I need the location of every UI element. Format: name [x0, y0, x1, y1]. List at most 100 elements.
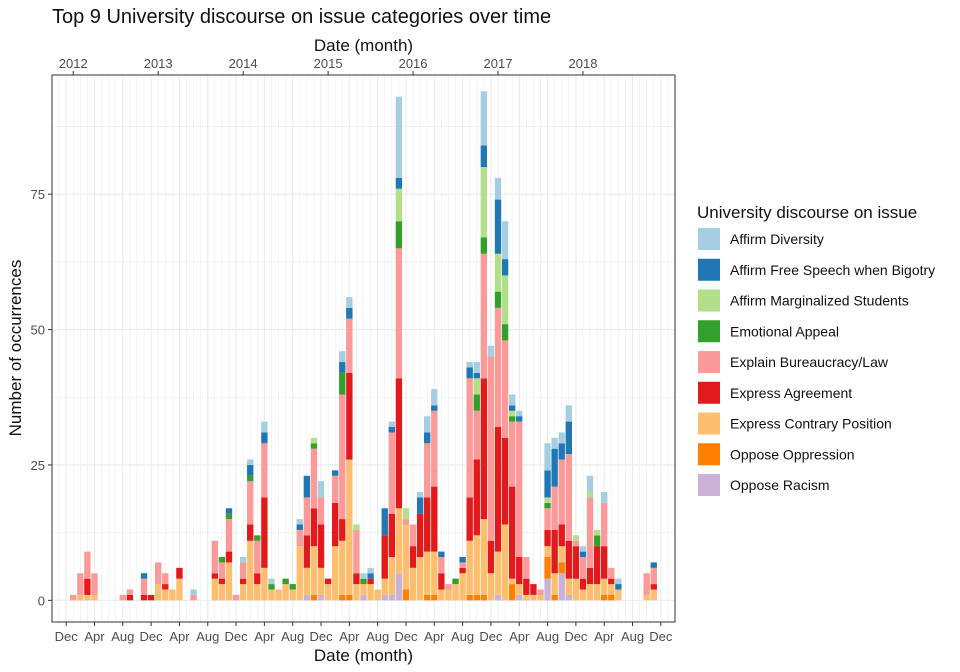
bar-segment: 2014-03 Express Agreement: 2 [254, 573, 261, 585]
bar-segment: 2017-10 Explain Bureaucracy/Law: 12 [558, 459, 565, 525]
bar-segment: 2015-03 Express Agreement: 4 [339, 519, 346, 541]
bar-segment: 2017-01 Affirm Free Speech when Bigotry:… [494, 199, 502, 254]
top-x-tick-label: 2016 [399, 56, 428, 71]
bar-segment: 2014-12 Express Agreement: 8 [317, 524, 325, 568]
bar-segment: 2017-11 Express Agreement: 7 [565, 540, 572, 579]
y-tick-label: 75 [31, 187, 45, 202]
bar-segment: 2016-02 Affirm Free Speech when Bigotry:… [416, 497, 424, 514]
bar-segment: 2015-09 Express Agreement: 8 [381, 535, 388, 579]
bar-segment: 2016-10 Explain Bureaucracy/Law: 9 [473, 410, 480, 460]
legend-label: Affirm Free Speech when Bigotry [730, 262, 935, 278]
bar-segment: 2015-12 Express Contrary Position: 12 [402, 524, 410, 590]
bar-segment: 2016-11 Affirm Diversity: 10 [480, 91, 488, 146]
bar-segment: 2015-04 Explain Bureaucracy/Law: 10 [346, 318, 353, 373]
bar-segment: 2014-09 Explain Bureaucracy/Law: 3 [296, 529, 303, 547]
x-tick-label: Aug [536, 629, 559, 644]
bar-segment: 2013-10 Explain Bureaucracy/Law: 3 [218, 562, 226, 579]
bar-segment: 2015-06 Affirm Diversity: 1 [360, 573, 367, 579]
bar-segment: 2016-11 Explain Bureaucracy/Law: 23 [480, 253, 488, 379]
bar-segment: 2015-04 Express Agreement: 16 [346, 372, 353, 460]
plot-panel: 2012-01 Explain Bureaucracy/Law: 12012-0… [51, 74, 676, 623]
bar-segment: 2017-08 Affirm Free Speech when Bigotry:… [544, 470, 551, 498]
bar-segment: 2013-11 Express Contrary Position: 7 [225, 562, 233, 601]
bar-segment: 2016-10 Affirm Free Speech when Bigotry:… [473, 372, 480, 379]
y-tick-label: 50 [31, 323, 45, 338]
bar-segment: 2015-04 Affirm Diversity: 2 [346, 297, 353, 308]
bar-segment: 2015-03 Emotional Appeal: 4 [339, 372, 346, 395]
bar-segment: 2015-07 Affirm Diversity: 1 [367, 567, 374, 574]
bar-segment: 2017-08 Express Contrary Position: 2 [544, 546, 551, 558]
bar-segment: 2016-01 Explain Bureaucracy/Law: 4 [409, 524, 417, 547]
plot-border [51, 74, 676, 623]
legend-label: Oppose Racism [730, 477, 830, 493]
bar-segment: 2017-09 Express Contrary Position: 4 [551, 573, 558, 595]
bar-segment: 2016-02 Affirm Diversity: 1 [416, 492, 424, 498]
bar-segment: 2018-01 Affirm Free Speech when Bigotry:… [579, 551, 587, 558]
bar-segment: 2015-05 Express Contrary Position: 3 [353, 584, 360, 601]
bar-segment: 2018-11 Affirm Free Speech when Bigotry:… [650, 562, 657, 568]
bar-segment: 2015-09 Affirm Free Speech when Bigotry:… [381, 508, 388, 536]
x-tick-label: Aug [621, 629, 644, 644]
bar-segment: 2014-08 Emotional Appeal: 1 [289, 584, 296, 590]
bar-segment: 2016-06 Explain Bureaucracy/Law: 1 [445, 584, 452, 590]
bar-segment: 2015-03 Explain Bureaucracy/Law: 23 [339, 394, 346, 520]
top-x-tick-label: 2015 [314, 56, 343, 71]
top-x-tick-label: 2012 [59, 56, 88, 71]
bar-segment: 2015-02 Affirm Free Speech when Bigotry:… [331, 470, 339, 476]
bar-segment: 2017-03 Affirm Free Speech when Bigotry:… [508, 405, 516, 411]
bar-segment: 2014-04 Explain Bureaucracy/Law: 10 [261, 443, 268, 498]
bar-segment: 2017-05 Express Contrary Position: 1 [523, 594, 530, 601]
bar-segment: 2018-02 Express Agreement: 3 [586, 567, 594, 585]
bar-segment: 2013-10 Emotional Appeal: 1 [218, 557, 226, 563]
bottom-x-axis: Dec Apr Aug Dec Apr Aug Dec Apr Aug Dec Apr Aug Dec A… [55, 622, 673, 644]
bar-segment: 2015-03 Affirm Free Speech when Bigotry:… [339, 362, 346, 373]
bar-segment: 2014-10 Affirm Free Speech when Bigotry:… [303, 475, 311, 498]
legend-title: University discourse on issue [697, 203, 917, 222]
bar-segment: 2014-02 Affirm Free Speech when Bigotry:… [247, 464, 254, 476]
bar-segment: 2013-01 Explain Bureaucracy/Law: 4 [155, 562, 162, 585]
bar-segment: 2016-09 Affirm Free Speech when Bigotry:… [466, 367, 473, 379]
bar-segment: 2016-04 Express Contrary Position: 8 [431, 551, 438, 595]
bar-segment: 2014-01 Express Contrary Position: 3 [239, 584, 247, 601]
bar-segment: 2013-11 Express Agreement: 2 [225, 551, 233, 563]
top-x-tick-label: 2013 [144, 56, 173, 71]
bar-segment: 2015-10 Oppose Racism: 1 [388, 594, 396, 601]
bar-segment: 2015-12 Oppose Oppression: 2 [402, 589, 410, 601]
bar-segment: 2017-02 Explain Bureaucracy/Law: 18 [501, 340, 509, 438]
bar-segment: 2014-09 Affirm Free Speech when Bigotry:… [296, 524, 303, 530]
bar-segment: 2018-06 Express Contrary Position: 2 [615, 589, 622, 601]
bar-segment: 2018-04 Express Agreement: 6 [601, 546, 608, 579]
bar-segment: 2016-10 Emotional Appeal: 3 [473, 394, 480, 411]
legend-label: Affirm Marginalized Students [730, 293, 909, 309]
bar-segment: 2018-03 Express Contrary Position: 3 [593, 584, 601, 601]
bar-segment: 2016-08 Express Contrary Position: 5 [459, 573, 466, 601]
bar-segment: 2015-11 Express Contrary Position: 12 [395, 508, 403, 574]
bar-segment: 2014-02 Explain Bureaucracy/Law: 8 [247, 481, 254, 525]
bar-segment: 2016-10 Express Agreement: 14 [473, 459, 480, 536]
bar-segment: 2015-01 Express Agreement: 1 [324, 578, 332, 585]
bar-segment: 2016-10 Oppose Oppression: 1 [473, 594, 480, 601]
legend-swatch [698, 320, 720, 343]
bar-segment: 2017-04 Oppose Racism: 1 [516, 594, 523, 601]
bar-segment: 2016-09 Oppose Oppression: 1 [466, 594, 473, 601]
bar-segment: 2014-06 Express Contrary Position: 2 [275, 589, 282, 601]
bar-segment: 2012-03 Explain Bureaucracy/Law: 5 [84, 551, 91, 579]
bar-segment: 2012-02 Explain Bureaucracy/Law: 4 [77, 573, 84, 595]
bar-segment: 2017-06 Express Agreement: 2 [530, 584, 537, 595]
bar-segment: 2015-11 Explain Bureaucracy/Law: 24 [395, 248, 403, 379]
x-tick-label: Apr [424, 629, 445, 644]
bar-segment: 2018-06 Affirm Free Speech when Bigotry:… [615, 584, 622, 590]
bar-segment: 2017-08 Affirm Marginalized Students: 1 [544, 497, 551, 503]
bar-segment: 2013-03 Express Contrary Position: 2 [169, 589, 176, 601]
bar-segment: 2017-08 Oppose Oppression: 4 [544, 557, 551, 579]
bar-segment: 2017-08 Affirm Diversity: 5 [544, 443, 551, 471]
bar-segment: 2017-10 Express Agreement: 4 [558, 524, 565, 547]
bar-segment: 2018-03 Express Agreement: 7 [593, 546, 601, 585]
bar-segment: 2014-04 Express Agreement: 13 [261, 497, 268, 568]
bar-segment: 2016-11 Oppose Oppression: 1 [480, 594, 488, 601]
y-tick-label: 0 [38, 593, 45, 608]
bar-segment: 2017-02 Express Contrary Position: 14 [501, 524, 509, 601]
bar-segment: 2017-03 Affirm Diversity: 2 [508, 394, 516, 406]
bar-segment: 2017-03 Emotional Appeal: 1 [508, 416, 516, 422]
